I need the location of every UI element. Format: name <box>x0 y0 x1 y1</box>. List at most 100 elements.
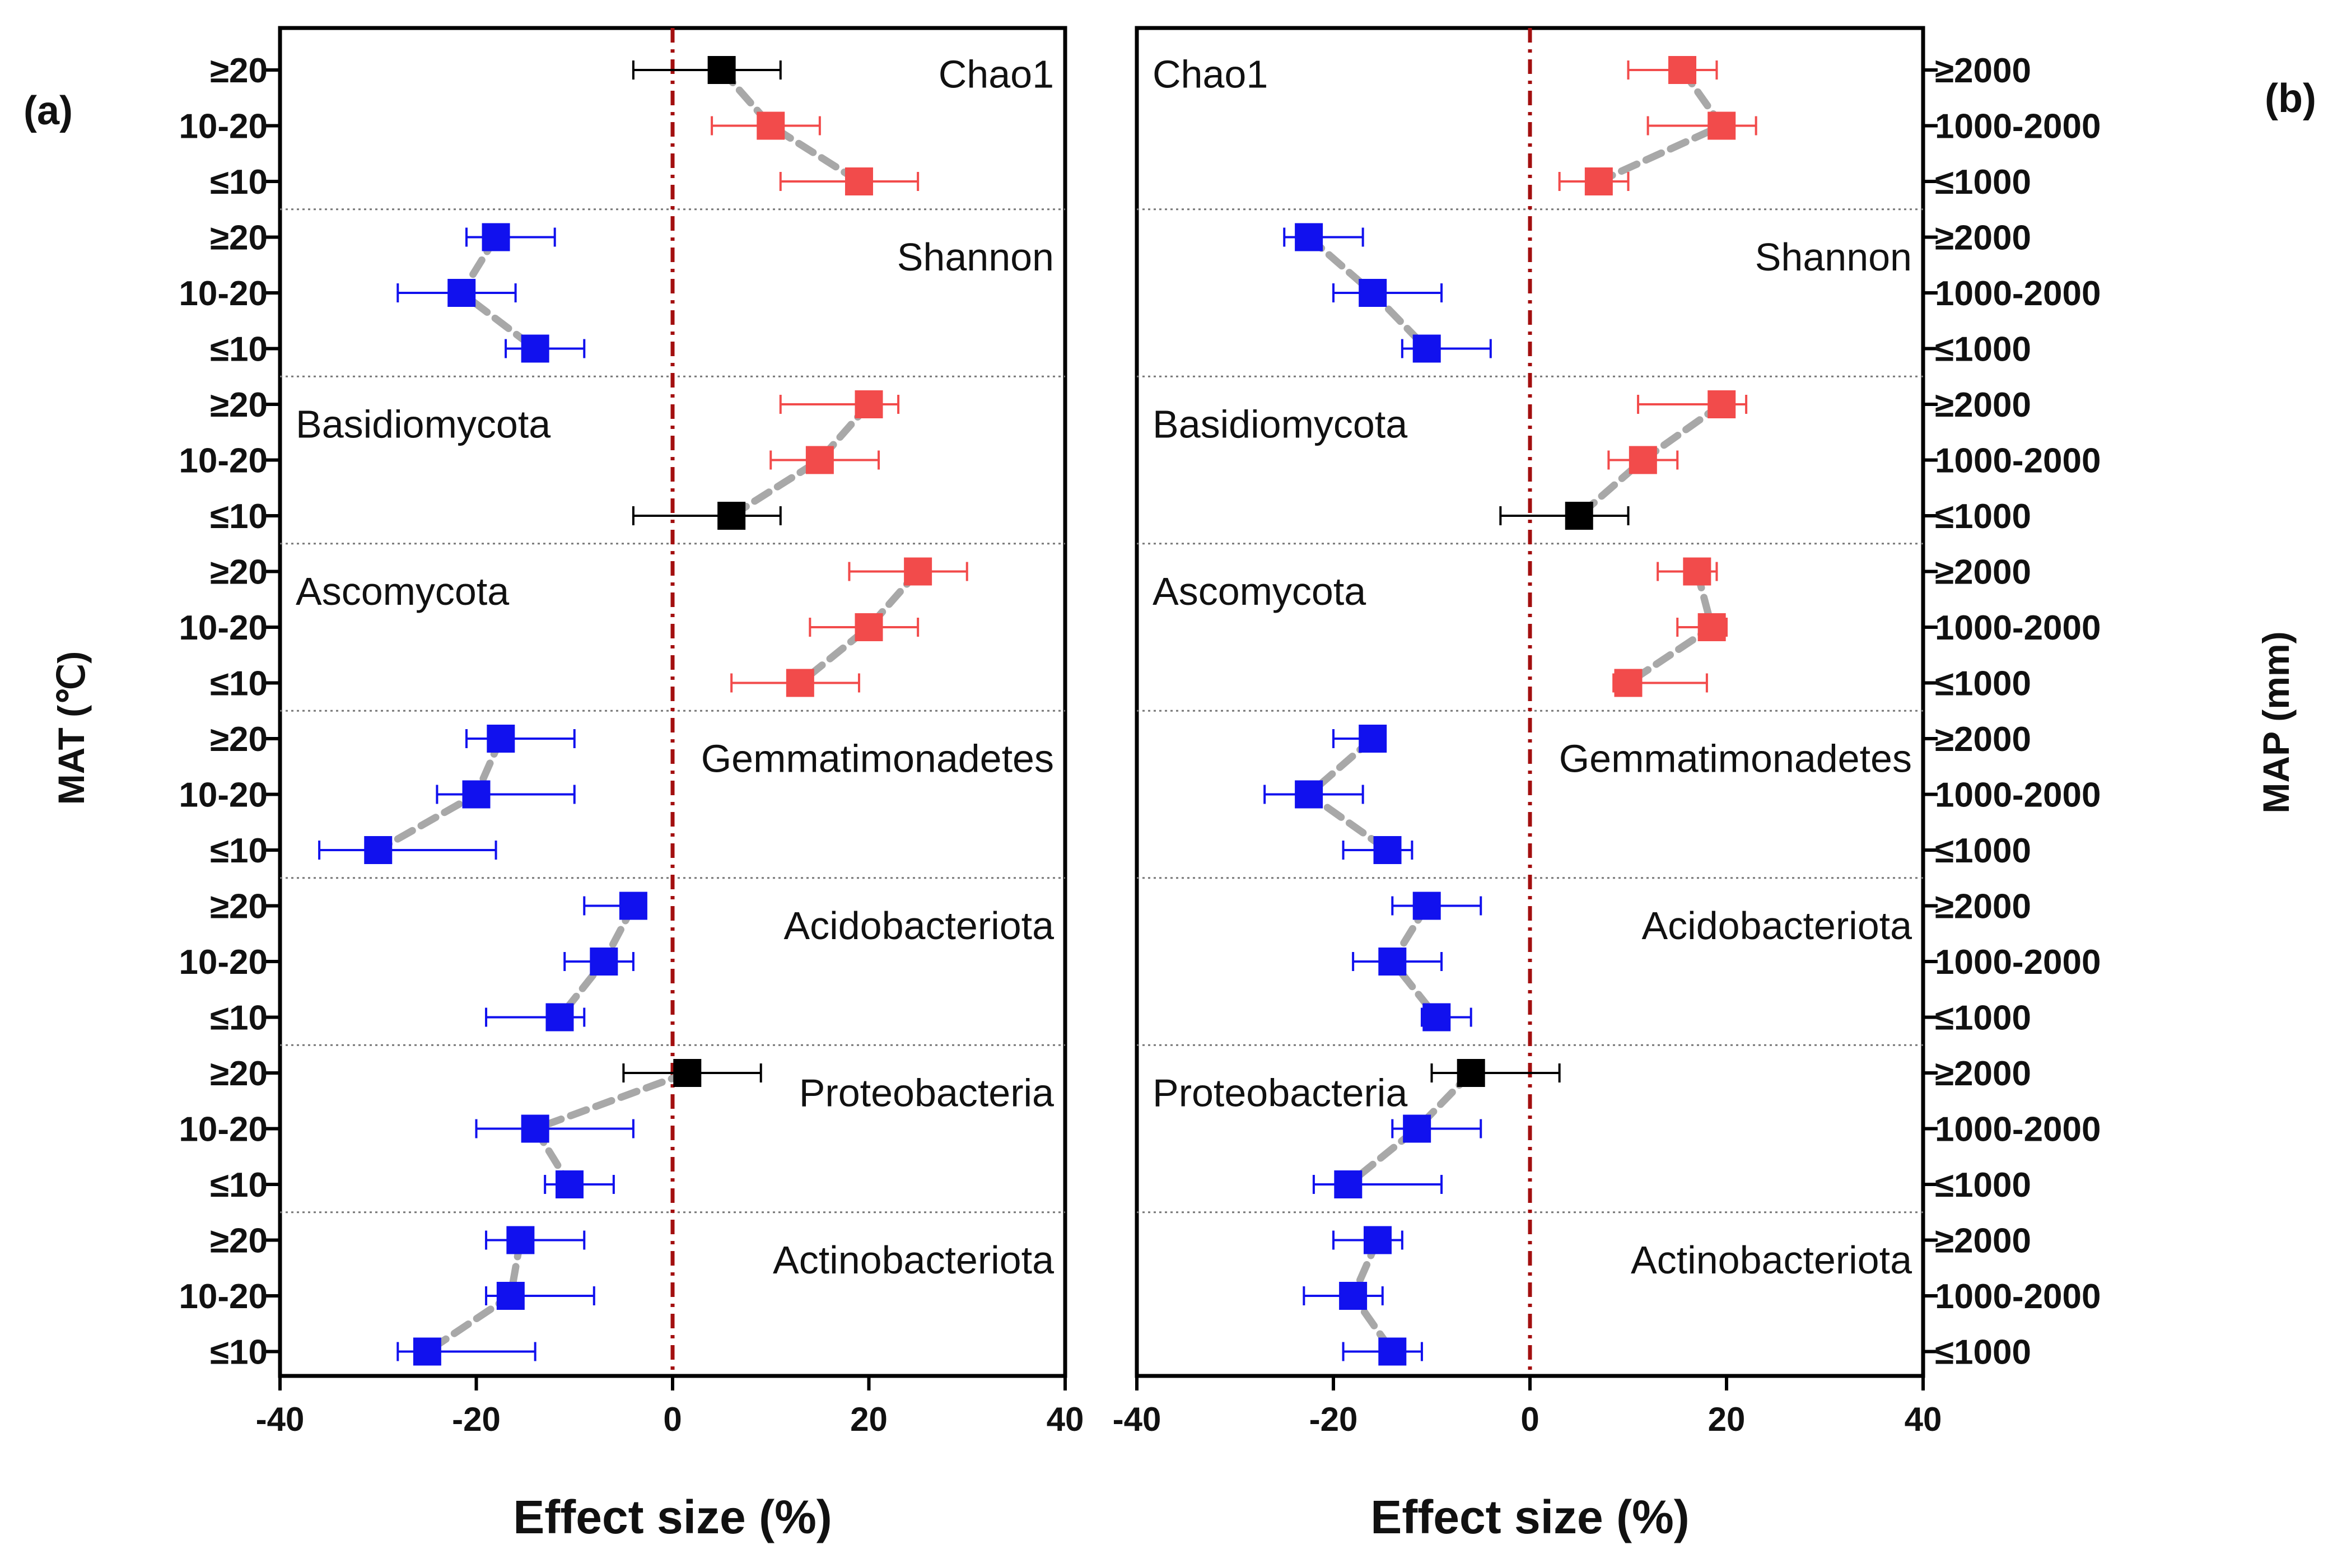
x-tick-label: -20 <box>1309 1401 1358 1438</box>
panel-label: (b) <box>2265 76 2316 121</box>
mean-marker-black <box>717 502 746 530</box>
group-label: Basidiomycota <box>296 403 550 446</box>
y-tick-label: 1000-2000 <box>1935 108 2101 146</box>
mean-marker-red <box>1614 669 1643 697</box>
y-tick-label: 1000-2000 <box>1935 442 2101 480</box>
mean-marker-black <box>1565 502 1593 530</box>
mean-marker-red <box>1683 557 1711 586</box>
mean-marker-red <box>757 111 785 140</box>
y-tick-label: ≥20 <box>210 386 268 424</box>
y-tick-label: ≤1000 <box>1935 163 2031 202</box>
mean-marker-blue <box>1359 279 1387 307</box>
mean-marker-blue <box>364 836 393 864</box>
panel-label: (a) <box>24 88 73 133</box>
group-label: Ascomycota <box>1153 570 1366 613</box>
group-label: Gemmatimonadetes <box>701 737 1054 781</box>
group-basidiomycota: Basidiomycota <box>296 390 900 530</box>
mean-marker-blue <box>1422 1003 1451 1032</box>
group-chao1: Chao1 <box>632 53 1054 195</box>
mean-marker-blue <box>590 948 618 976</box>
mean-marker-blue <box>1378 948 1407 976</box>
y-tick-label: 10-20 <box>179 108 268 146</box>
y-axis-title: MAT (℃) <box>50 651 92 805</box>
y-tick-label: ≤1000 <box>1935 1333 2031 1372</box>
mean-marker-blue <box>487 725 515 753</box>
y-tick-label: ≤1000 <box>1935 1166 2031 1205</box>
y-tick-label: ≤10 <box>210 330 268 369</box>
x-tick-label: 0 <box>663 1401 682 1438</box>
mean-marker-red <box>855 390 883 418</box>
y-tick-label: 10-20 <box>179 943 268 982</box>
mean-marker-red <box>1707 111 1736 140</box>
mean-marker-blue <box>1295 223 1323 251</box>
y-tick-label: ≤1000 <box>1935 832 2031 870</box>
mean-marker-red <box>805 446 834 474</box>
mean-marker-blue <box>1412 334 1441 363</box>
x-tick-label: 40 <box>1047 1401 1084 1438</box>
trend-connector <box>718 66 863 185</box>
y-tick-label: ≥20 <box>210 1222 268 1261</box>
group-label: Actinobacteriota <box>1631 1238 1912 1282</box>
x-tick-label: 20 <box>850 1401 888 1438</box>
y-tick-label: ≤10 <box>210 497 268 536</box>
y-tick-label: ≤10 <box>210 665 268 703</box>
group-label: Gemmatimonadetes <box>1559 737 1912 781</box>
y-tick-label: 1000-2000 <box>1935 1277 2101 1316</box>
x-axis-title: Effect size (%) <box>513 1491 832 1543</box>
group-label: Shannon <box>1755 235 1912 279</box>
x-tick-label: -40 <box>256 1401 305 1438</box>
group-acidobacteriota: Acidobacteriota <box>485 892 1054 1032</box>
y-tick-label: ≥20 <box>210 219 268 258</box>
mean-marker-blue <box>1359 725 1387 753</box>
group-shannon: Shannon <box>396 223 1054 363</box>
y-tick-label: ≤1000 <box>1935 330 2031 369</box>
mean-marker-black <box>673 1059 702 1087</box>
mean-marker-red <box>1697 613 1726 641</box>
mean-marker-blue <box>447 279 476 307</box>
y-tick-label: ≤1000 <box>1935 665 2031 703</box>
group-label: Acidobacteriota <box>783 904 1054 948</box>
mean-marker-black <box>1457 1059 1485 1087</box>
mean-marker-red <box>1629 446 1657 474</box>
y-tick-label: ≤10 <box>210 1333 268 1372</box>
mean-marker-red <box>1584 167 1613 195</box>
trend-connector <box>796 568 922 687</box>
mean-marker-blue <box>496 1282 525 1310</box>
group-label: Basidiomycota <box>1153 403 1407 446</box>
y-tick-label: ≥2000 <box>1935 1054 2031 1093</box>
x-axis-title: Effect size (%) <box>1370 1491 1689 1543</box>
group-label: Proteobacteria <box>799 1071 1054 1115</box>
y-tick-label: ≥2000 <box>1935 52 2031 90</box>
group-ascomycota: Ascomycota <box>1153 557 1728 697</box>
group-proteobacteria: Proteobacteria <box>1153 1059 1561 1198</box>
group-label: Ascomycota <box>296 570 509 613</box>
group-acidobacteriota: Acidobacteriota <box>1352 892 1912 1032</box>
y-tick-label: ≥2000 <box>1935 888 2031 926</box>
y-tick-label: ≥20 <box>210 52 268 90</box>
x-tick-label: -40 <box>1113 1401 1161 1438</box>
mean-marker-blue <box>545 1003 574 1032</box>
group-label: Proteobacteria <box>1153 1071 1407 1115</box>
y-tick-label: ≥20 <box>210 1054 268 1093</box>
y-tick-label: ≥2000 <box>1935 720 2031 759</box>
mean-marker-red <box>1707 390 1736 418</box>
y-tick-label: ≤10 <box>210 1166 268 1205</box>
mean-marker-blue <box>1334 1170 1363 1198</box>
mean-marker-red <box>845 167 873 195</box>
y-tick-label: ≥2000 <box>1935 219 2031 258</box>
group-ascomycota: Ascomycota <box>296 557 968 697</box>
x-tick-label: 40 <box>1905 1401 1942 1438</box>
y-tick-label: ≤1000 <box>1935 999 2031 1038</box>
mean-marker-red <box>855 613 883 641</box>
y-tick-label: ≥2000 <box>1935 553 2031 592</box>
mean-marker-blue <box>521 334 549 363</box>
group-actinobacteriota: Actinobacteriota <box>1303 1226 1912 1366</box>
group-label: Chao1 <box>1153 53 1268 96</box>
group-chao1: Chao1 <box>1153 53 1757 195</box>
mean-marker-blue <box>521 1114 549 1143</box>
y-tick-label: ≤10 <box>210 832 268 870</box>
mean-marker-blue <box>1373 836 1402 864</box>
y-tick-label: ≥20 <box>210 720 268 759</box>
y-tick-label: 10-20 <box>179 1277 268 1316</box>
